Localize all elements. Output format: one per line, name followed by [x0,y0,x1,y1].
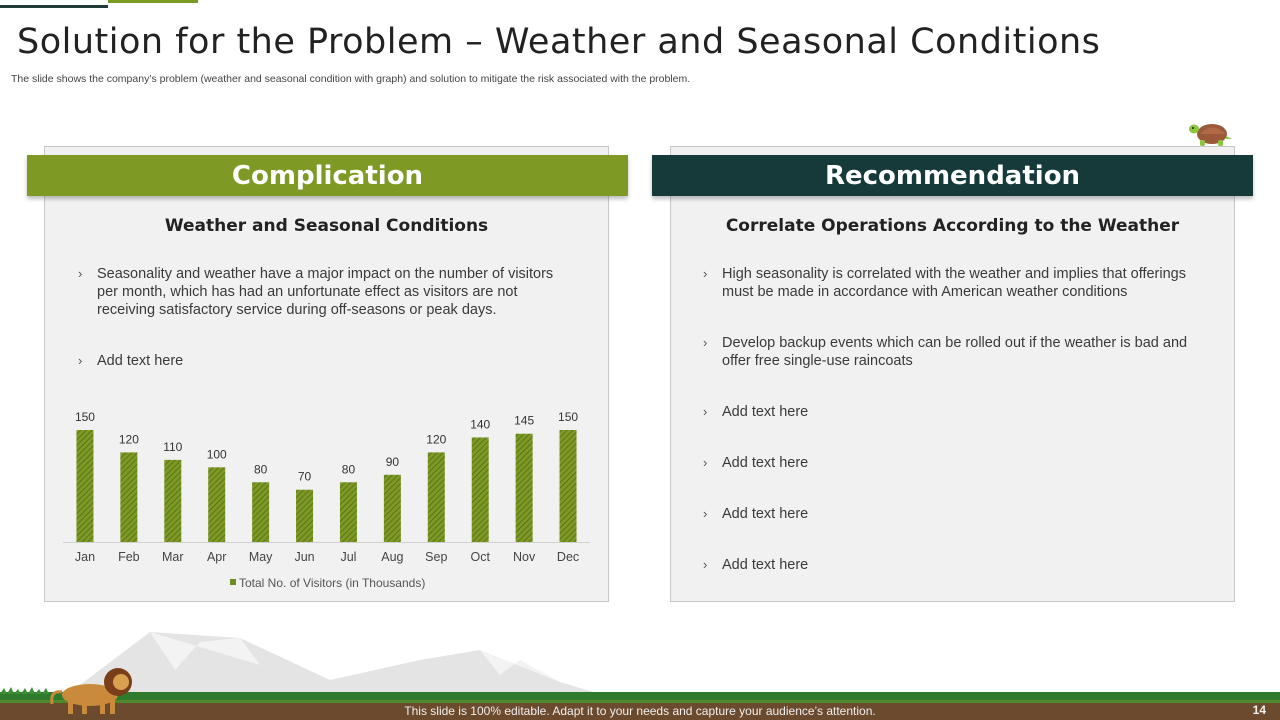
slide-subtitle: The slide shows the company’s problem (w… [11,73,691,85]
x-tick-jun: Jun [294,550,314,564]
legend-swatch [230,579,236,585]
bar-nov [515,433,533,542]
bullet-text: Add text here [97,353,184,369]
bullet-text: Add text here [722,506,809,522]
data-label-aug: 90 [386,455,400,469]
recommendation-bullet: › Add text here [703,454,1202,472]
x-tick-nov: Nov [513,550,536,564]
bar-may [252,482,270,542]
chevron-right-icon: › [703,455,708,470]
bar-mar [164,459,182,542]
recommendation-bullet: › Develop backup events which can be rol… [703,334,1202,370]
x-tick-apr: Apr [207,550,226,564]
turtle-icon [1189,124,1232,146]
bar-dec [559,430,577,542]
recommendation-bullet: › Add text here [703,505,1202,523]
bar-aug [383,474,401,542]
x-tick-sep: Sep [425,550,447,564]
bar-oct [471,437,489,542]
x-tick-jan: Jan [75,550,95,564]
bullet-text: Add text here [722,557,809,573]
data-label-mar: 110 [163,440,182,454]
chevron-right-icon: › [703,506,708,521]
recommendation-panel [670,146,1235,602]
page-number: 14 [1252,703,1266,717]
chevron-right-icon: › [78,266,83,281]
slide-title: Solution for the Problem – Weather and S… [17,22,1101,62]
complication-bullet: › Seasonality and weather have a major i… [78,265,572,319]
data-label-oct: 140 [470,417,490,431]
top-accent-line-dark [0,5,108,8]
lion-icon [50,668,132,714]
data-label-nov: 145 [514,414,534,428]
bar-feb [120,452,138,542]
data-label-may: 80 [254,462,268,476]
x-tick-mar: Mar [162,550,184,564]
recommendation-bullet: › High seasonality is correlated with th… [703,265,1202,301]
x-tick-aug: Aug [381,550,403,564]
data-label-dec: 150 [558,410,578,424]
chevron-right-icon: › [703,335,708,350]
data-label-jan: 150 [75,410,95,424]
visitors-bar-chart: 150 Jan 120 Feb 110 Mar 100 Apr 80 May 70 Jun 80 Jul 9… [63,410,590,590]
x-tick-dec: Dec [557,550,579,564]
complication-banner: Complication [27,155,628,196]
bullet-text: Add text here [722,404,809,420]
x-tick-may: May [249,550,273,564]
data-label-sep: 120 [426,432,446,446]
chevron-right-icon: › [703,404,708,419]
complication-bullet: › Add text here [78,352,572,370]
x-tick-jul: Jul [340,550,356,564]
footer-note: This slide is 100% editable. Adapt it to… [404,704,876,718]
recommendation-bullet: › Add text here [703,556,1202,574]
top-accent-line-green [108,0,198,3]
legend-label: Total No. of Visitors (in Thousands) [239,576,425,590]
bullet-text: Add text here [722,455,809,471]
bar-apr [208,467,226,542]
chevron-right-icon: › [703,266,708,281]
data-label-feb: 120 [119,432,139,446]
bar-jun [296,489,314,542]
complication-panel [44,146,609,602]
complication-heading: Weather and Seasonal Conditions [164,216,489,236]
x-tick-feb: Feb [118,550,140,564]
bullet-text: High seasonality is correlated with the … [722,266,1186,300]
bar-jan [76,430,94,542]
recommendation-banner: Recommendation [652,155,1253,196]
data-label-jul: 80 [342,462,356,476]
landscape-decoration [0,632,1280,720]
chevron-right-icon: › [703,557,708,572]
data-label-apr: 100 [207,447,227,461]
bullet-text: Seasonality and weather have a major imp… [97,266,554,318]
data-label-jun: 70 [298,470,312,484]
recommendation-heading: Correlate Operations According to the We… [725,216,1180,236]
bullet-text: Develop backup events which can be rolle… [722,335,1188,369]
bar-jul [339,482,357,542]
recommendation-bullet: › Add text here [703,403,1202,421]
bar-sep [427,452,445,542]
chart-legend: Total No. of Visitors (in Thousands) [230,576,425,590]
x-tick-oct: Oct [470,550,490,564]
chevron-right-icon: › [78,353,83,368]
